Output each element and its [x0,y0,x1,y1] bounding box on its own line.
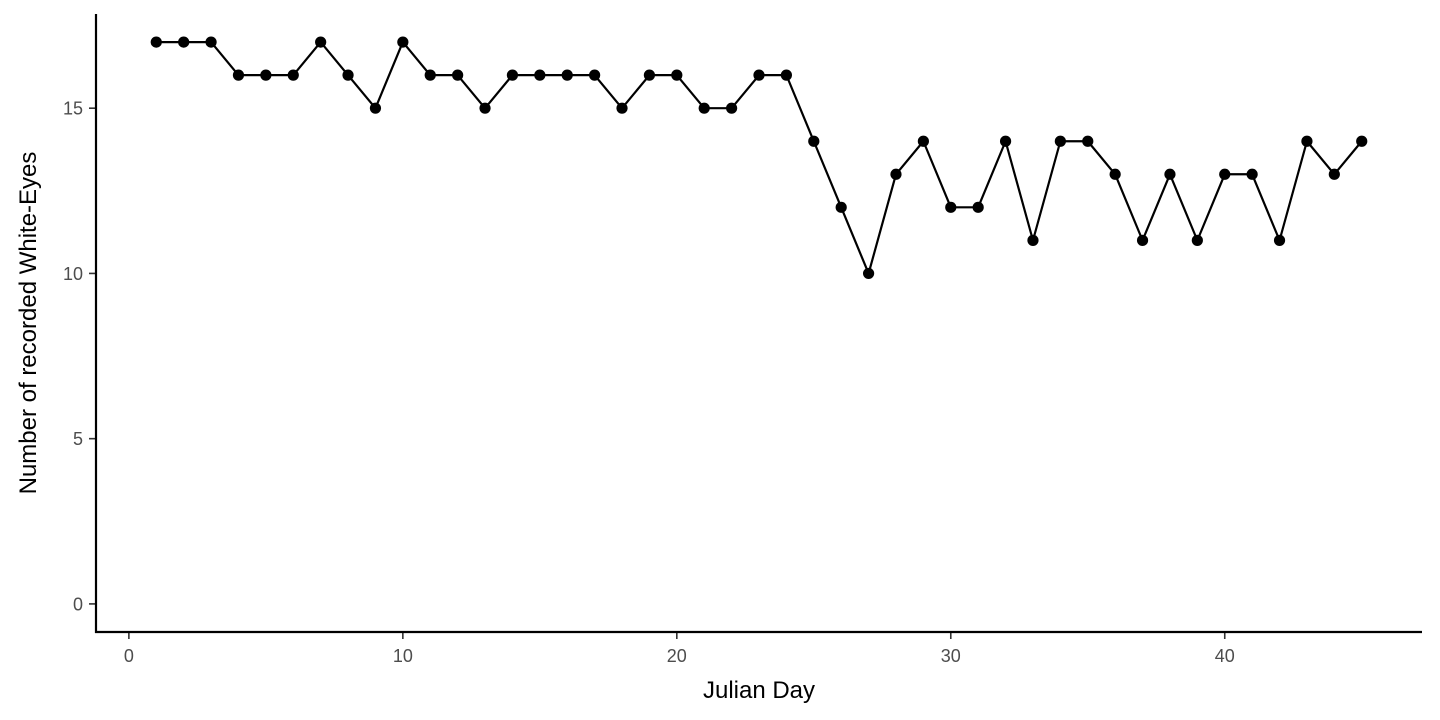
data-point [561,69,573,81]
data-point [397,36,409,48]
data-point [205,36,217,48]
data-point [1273,234,1286,246]
data-point [1219,168,1231,180]
data-point [424,69,436,81]
data-point [1164,168,1176,180]
data-point [178,36,190,48]
x-tick-label: 20 [667,646,687,666]
y-tick-label: 0 [73,594,83,614]
data-point [698,102,710,114]
data-point [671,69,683,81]
data-point [945,201,957,213]
data-point [479,102,491,114]
y-tick-label: 15 [63,99,83,119]
data-point [232,69,245,81]
series-group [150,36,1368,280]
data-point [150,36,162,48]
data-point [616,102,628,114]
data-point [1082,135,1094,147]
data-point [589,69,601,81]
data-point [726,102,738,114]
data-point [1191,234,1203,246]
x-axis-ticks: 0 10 20 30 40 [124,632,1235,666]
data-point [835,201,847,213]
data-point [260,69,272,81]
data-point [342,69,354,81]
data-point [917,135,929,147]
data-point [1328,168,1340,180]
data-point [780,69,792,81]
data-point [972,201,984,213]
y-axis-ticks: 0 5 10 15 [63,99,96,614]
data-point [369,102,382,114]
data-point [643,69,656,81]
x-axis-title: Julian Day [703,677,815,704]
data-point [808,135,820,147]
data-point [862,267,875,280]
data-point [287,69,299,81]
data-point [1356,135,1368,147]
data-point [1054,135,1066,147]
data-point [890,168,902,180]
data-point [315,36,327,48]
data-point [506,69,519,81]
data-point [1246,168,1258,180]
data-point [1027,234,1039,246]
data-point [534,69,546,81]
y-tick-label: 10 [63,264,83,284]
data-point [452,69,464,81]
x-tick-label: 30 [941,646,961,666]
data-point [999,135,1012,147]
x-tick-label: 40 [1215,646,1235,666]
x-tick-label: 0 [124,646,134,666]
y-tick-label: 5 [73,429,83,449]
data-point [753,69,765,81]
data-point [1136,234,1149,246]
data-point [1109,168,1121,180]
y-axis-title: Number of recorded White-Eyes [15,152,42,495]
data-point [1301,135,1313,147]
x-tick-label: 10 [393,646,413,666]
